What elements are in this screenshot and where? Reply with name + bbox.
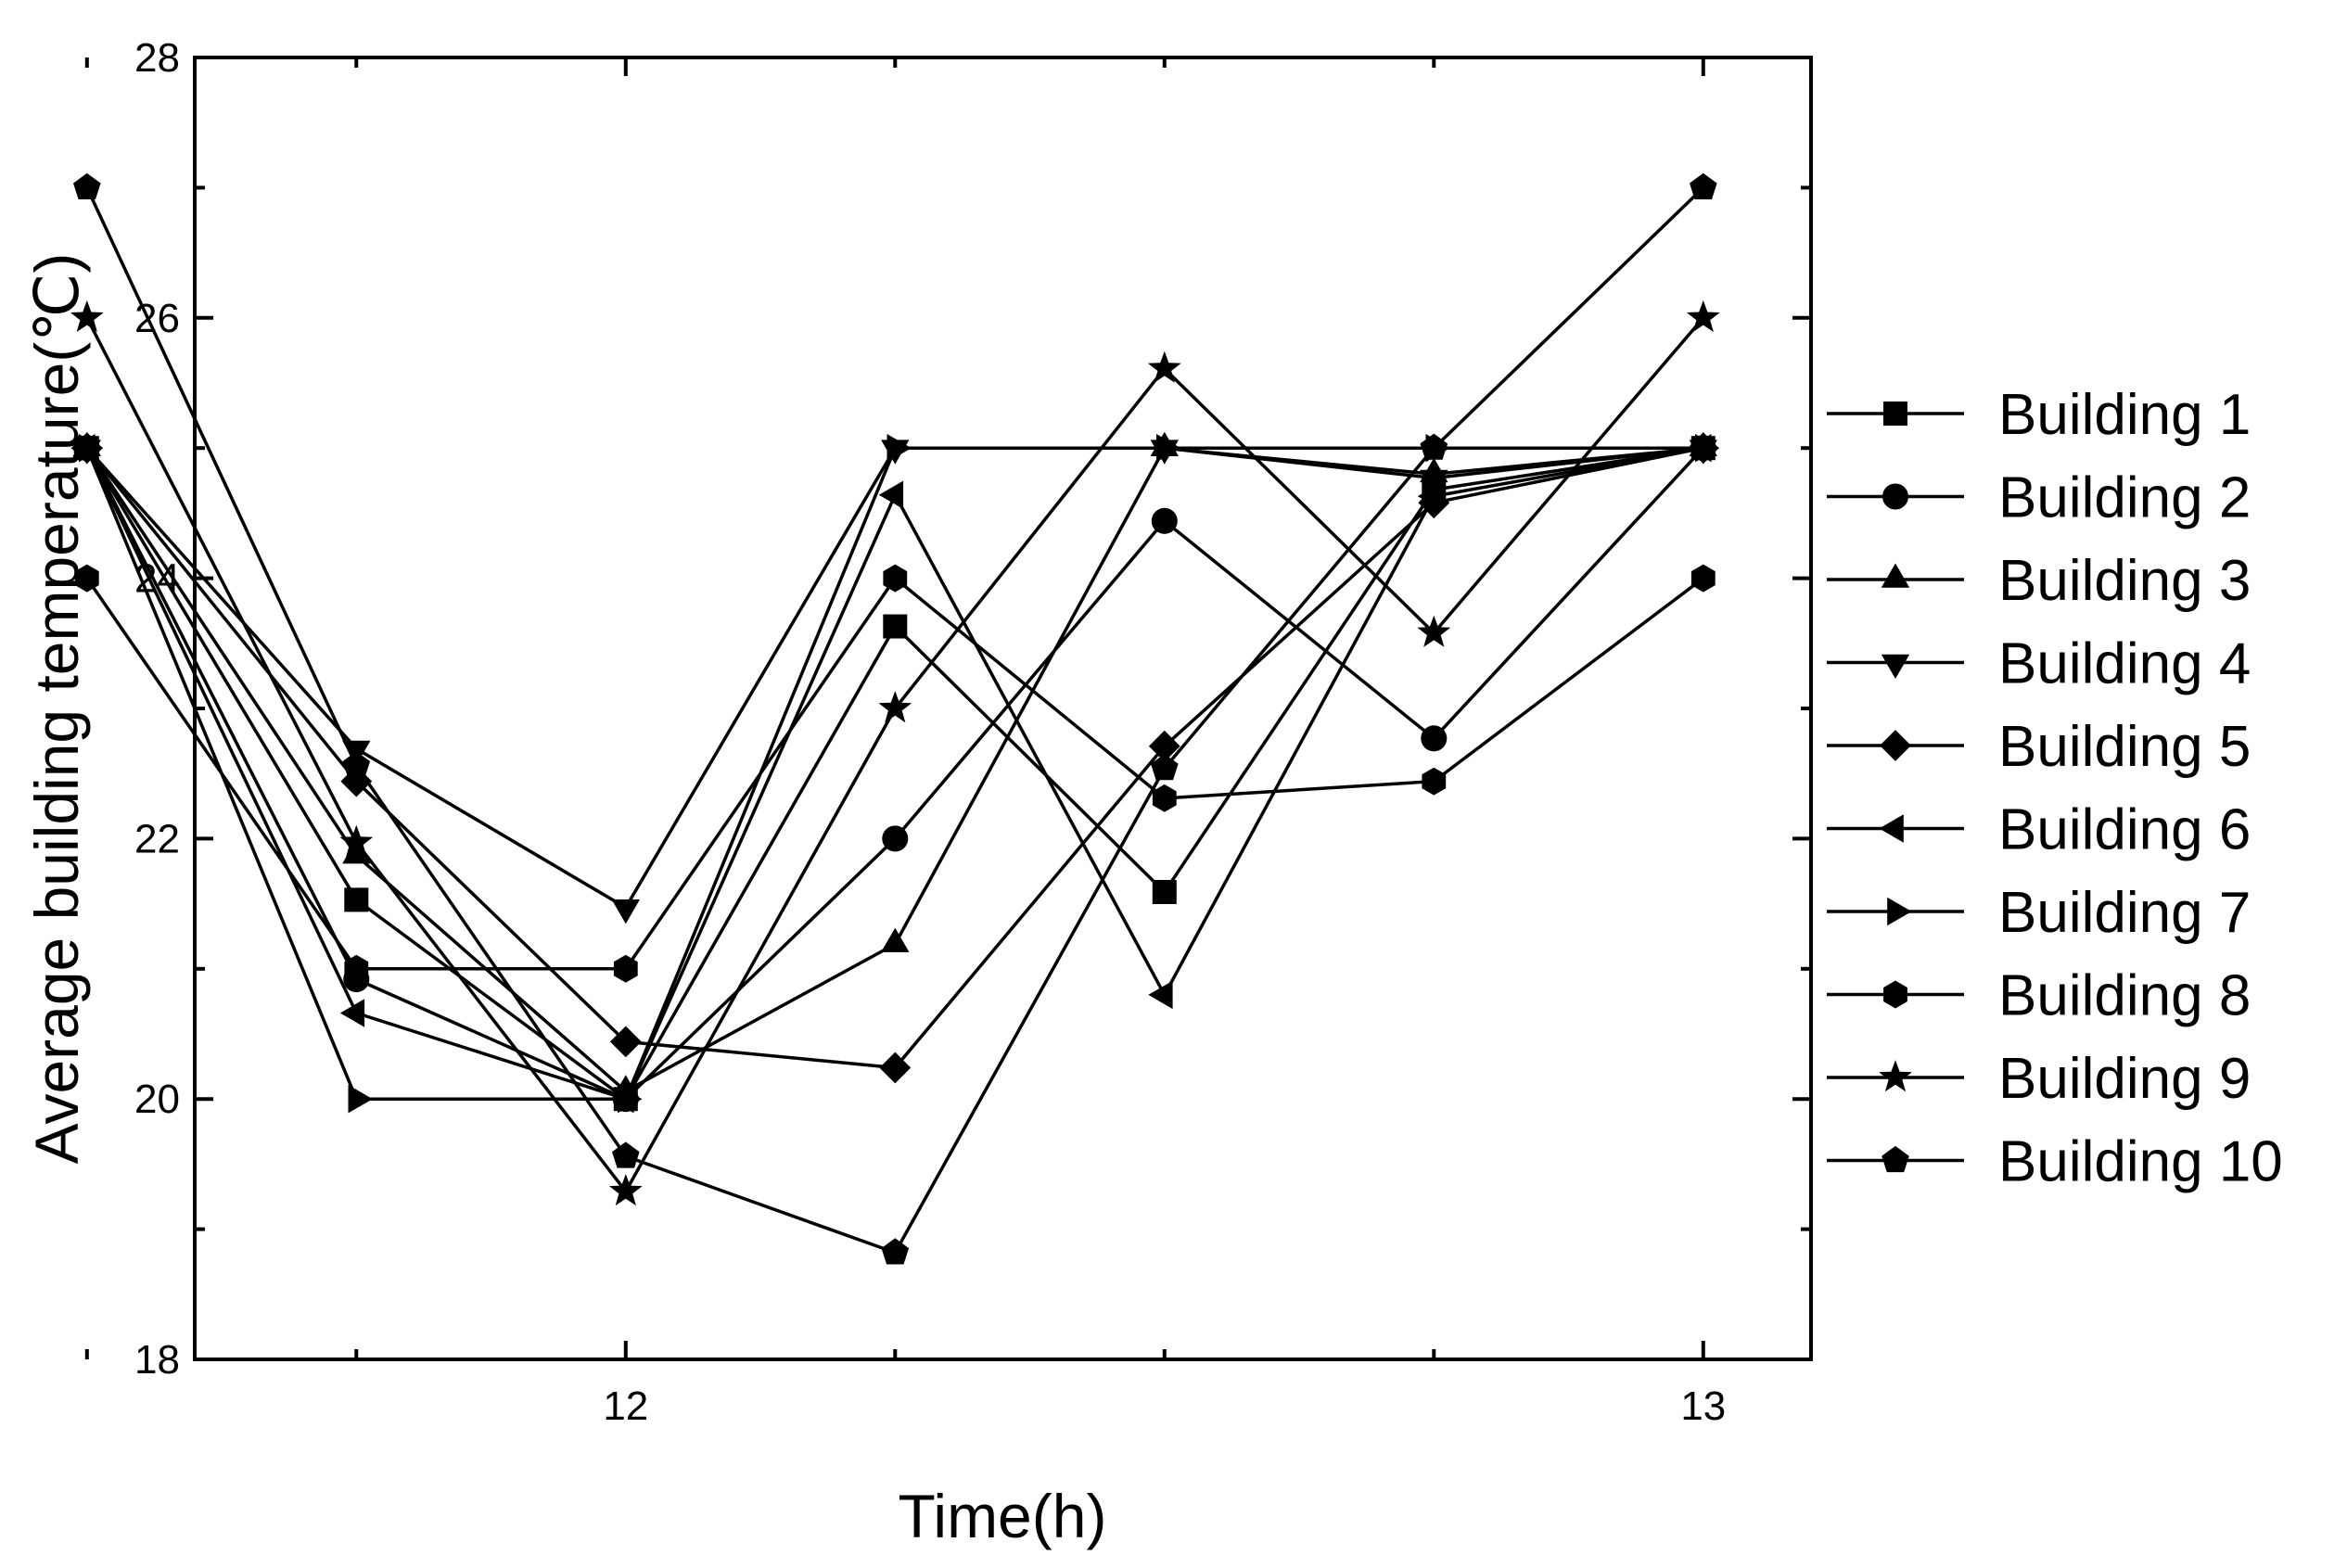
data-point	[74, 564, 99, 593]
data-point	[609, 1026, 642, 1058]
data-point	[1420, 469, 1448, 494]
legend-marker	[1887, 897, 1912, 926]
legend-label: Building 6	[1998, 798, 2251, 862]
legend-label: Building 5	[1998, 715, 2251, 779]
legend-marker	[1881, 654, 1910, 679]
legend-label: Building 1	[1998, 383, 2251, 447]
data-point	[339, 824, 374, 857]
data-point	[1147, 351, 1181, 383]
data-point	[1152, 784, 1177, 812]
x-tick-label: 13	[1680, 1383, 1726, 1429]
data-point	[1148, 980, 1173, 1010]
legend-label: Building 4	[1998, 632, 2251, 696]
data-point	[612, 1141, 640, 1168]
data-point	[1152, 879, 1177, 904]
data-point	[344, 954, 369, 983]
legend-label: Building 7	[1998, 881, 2251, 945]
data-point	[342, 839, 371, 864]
data-point	[1417, 615, 1451, 647]
legend-item: Building 6	[1827, 798, 2251, 862]
data-point	[887, 434, 912, 463]
y-tick-label: 22	[134, 816, 180, 861]
y-tick-label: 18	[134, 1337, 180, 1383]
legend-label: Building 2	[1998, 466, 2251, 530]
data-point	[883, 614, 908, 639]
data-point	[73, 172, 101, 199]
data-point	[883, 564, 908, 593]
data-point	[1156, 434, 1181, 463]
data-point	[339, 999, 365, 1027]
legend-marker	[1880, 730, 1911, 761]
data-point	[342, 751, 371, 778]
legend-item: Building 3	[1827, 549, 2251, 613]
data-point	[881, 927, 910, 952]
legend-marker	[1881, 563, 1910, 588]
legend-marker	[1881, 1145, 1909, 1173]
data-point	[879, 1052, 912, 1084]
y-tick-label: 28	[134, 35, 180, 81]
data-point	[1421, 725, 1448, 752]
data-point	[882, 825, 909, 852]
legend-marker	[1883, 402, 1907, 426]
data-point	[1151, 754, 1179, 781]
data-point	[611, 899, 640, 924]
data-point	[878, 691, 912, 723]
data-point	[1422, 767, 1447, 796]
legend-marker	[1879, 1060, 1912, 1092]
legend-item: Building 1	[1827, 383, 2251, 447]
legend-item: Building 10	[1827, 1130, 2283, 1194]
y-axis-title: Average building temperature(℃)	[22, 253, 91, 1165]
series-10	[73, 172, 1717, 1265]
legend-item: Building 7	[1827, 881, 2251, 945]
legend-marker	[1883, 980, 1907, 1009]
x-tick-label: 12	[603, 1383, 648, 1429]
data-point	[70, 300, 104, 332]
data-point	[1690, 172, 1717, 199]
legend-label: Building 8	[1998, 964, 2251, 1028]
legend: Building 1 Building 2 Building 3 Building 4…	[1827, 383, 2283, 1194]
data-point	[79, 434, 104, 463]
x-axis-title: Time(h)	[899, 1482, 1107, 1550]
series-group	[70, 172, 1720, 1265]
data-point	[1695, 434, 1720, 463]
data-point	[1690, 564, 1716, 593]
legend-marker	[1881, 483, 1909, 510]
data-point	[1151, 507, 1178, 534]
data-point	[613, 954, 638, 983]
data-point	[1420, 433, 1448, 460]
legend-item: Building 8	[1827, 964, 2251, 1028]
legend-item: Building 4	[1827, 632, 2251, 696]
legend-label: Building 9	[1998, 1047, 2251, 1111]
legend-label: Building 10	[1998, 1130, 2283, 1194]
data-point	[608, 1174, 643, 1206]
data-point	[1417, 481, 1443, 511]
data-point	[348, 1085, 373, 1114]
data-point	[878, 480, 904, 509]
data-point	[344, 887, 369, 912]
plot-frame	[193, 56, 1813, 1361]
series-9	[70, 300, 1720, 1206]
data-point	[881, 1238, 910, 1265]
data-point	[1148, 730, 1180, 762]
y-tick-label: 20	[134, 1077, 180, 1122]
data-point	[618, 1085, 643, 1114]
legend-marker	[1879, 814, 1904, 843]
legend-item: Building 2	[1827, 466, 2251, 530]
data-point	[1686, 300, 1720, 332]
legend-item: Building 5	[1827, 715, 2251, 779]
series-8	[74, 564, 1716, 983]
legend-item: Building 9	[1827, 1047, 2251, 1111]
legend-label: Building 3	[1998, 549, 2251, 613]
